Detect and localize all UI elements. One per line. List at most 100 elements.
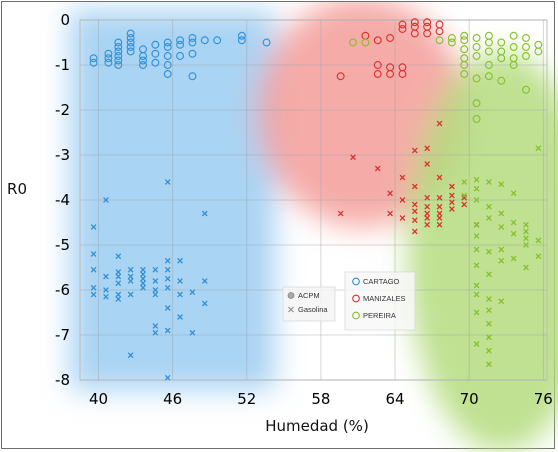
point-manizales-gasolina (436, 194, 443, 201)
point-cartago-gasolina (103, 273, 109, 280)
point-manizales-acpm (423, 29, 432, 38)
point-pereira-gasolina (523, 235, 529, 242)
point-pereira-gasolina (535, 253, 542, 260)
point-cartago-acpm (176, 40, 185, 49)
point-manizales-gasolina (411, 217, 418, 224)
point-cartago-acpm (151, 49, 160, 58)
point-pereira-gasolina (498, 257, 505, 264)
point-pereira-acpm (361, 38, 370, 47)
point-pereira-acpm (509, 43, 518, 51)
x-tick-label: 76 (534, 390, 553, 408)
point-cartago-acpm (114, 56, 123, 65)
point-cartago-gasolina (201, 210, 208, 217)
point-pereira-gasolina (486, 248, 492, 255)
point-manizales-gasolina (436, 120, 443, 127)
point-pereira-acpm (472, 52, 481, 60)
y-tick-label: 0 (60, 11, 70, 29)
point-cartago-acpm (114, 61, 123, 69)
point-pereira-acpm (497, 54, 506, 63)
point-pereira-acpm (447, 34, 456, 42)
point-cartago-gasolina (164, 266, 171, 273)
point-manizales-gasolina (449, 199, 455, 206)
point-cartago-acpm (176, 52, 185, 60)
x-tick-label: 64 (385, 390, 404, 408)
point-pereira-acpm (497, 76, 506, 85)
point-manizales-acpm (423, 18, 432, 27)
point-cartago-gasolina (152, 287, 159, 293)
point-cartago-acpm (188, 49, 197, 58)
point-cartago-gasolina (177, 314, 183, 320)
point-cartago-gasolina (164, 374, 171, 381)
point-pereira-acpm (534, 47, 543, 56)
point-cartago-acpm (188, 72, 197, 81)
point-cartago-acpm (188, 34, 197, 42)
point-manizales-gasolina (399, 197, 406, 203)
point-manizales-acpm (410, 29, 419, 38)
point-cartago-gasolina (115, 280, 122, 287)
point-cartago-acpm (114, 38, 123, 47)
point-pereira-gasolina (498, 298, 505, 305)
point-cartago-gasolina (164, 327, 171, 334)
point-pereira-gasolina (486, 320, 492, 327)
point-cartago-gasolina (152, 329, 159, 336)
legend-marker-pereira (352, 311, 360, 320)
point-pereira-gasolina (486, 347, 492, 354)
point-pereira-gasolina (461, 179, 468, 185)
legend-city: CARTAGO MANIZALES PEREIRA (344, 271, 416, 331)
point-pereira-gasolina (486, 215, 492, 221)
point-pereira-gasolina (473, 246, 480, 253)
point-cartago-gasolina (152, 323, 159, 329)
point-pereira-acpm (472, 34, 481, 42)
point-pereira-acpm (460, 70, 469, 78)
point-cartago-acpm (104, 58, 113, 67)
point-pereira-acpm (472, 99, 481, 108)
point-cartago-gasolina (177, 291, 183, 298)
point-manizales-acpm (386, 34, 395, 42)
point-pereira-acpm (484, 61, 493, 69)
point-cartago-gasolina (115, 291, 122, 298)
point-cartago-gasolina (152, 278, 159, 284)
point-manizales-acpm (435, 27, 444, 36)
point-manizales-acpm (410, 18, 419, 27)
point-cartago-acpm (114, 52, 123, 60)
point-manizales-acpm (373, 61, 382, 69)
point-pereira-acpm (460, 61, 469, 69)
y-tick-label: -4 (55, 191, 70, 209)
point-cartago-acpm (126, 38, 135, 47)
point-cartago-gasolina (90, 291, 97, 298)
point-cartago-gasolina (90, 251, 97, 257)
point-pereira-acpm (497, 38, 506, 47)
point-manizales-acpm (398, 20, 407, 29)
point-manizales-gasolina (436, 203, 443, 210)
point-cartago-gasolina (140, 275, 146, 282)
point-manizales-gasolina (424, 221, 431, 228)
point-pereira-acpm (460, 36, 469, 45)
grid-lines (80, 19, 547, 381)
legend-fuel-label: ACPM (298, 291, 320, 300)
legend-city-box (344, 271, 416, 331)
point-pereira-gasolina (510, 190, 517, 197)
point-cartago-acpm (114, 47, 123, 56)
point-cartago-acpm (139, 61, 147, 69)
point-pereira-acpm (522, 52, 530, 60)
point-cartago-acpm (139, 52, 147, 60)
y-tick-label: -7 (55, 326, 70, 344)
legend-fuel-label: Gasolina (298, 305, 328, 314)
point-cartago-acpm (188, 38, 197, 47)
point-cartago-gasolina (201, 300, 208, 307)
point-pereira-gasolina (510, 255, 517, 262)
y-tick-label: -2 (55, 101, 70, 119)
point-cartago-acpm (163, 61, 172, 69)
point-cartago-gasolina (164, 284, 171, 291)
point-cartago-gasolina (115, 269, 122, 275)
legend-marker-manizales (352, 294, 360, 303)
point-pereira-gasolina (473, 221, 480, 228)
point-manizales-gasolina (436, 210, 443, 217)
point-cartago-gasolina (90, 224, 97, 230)
x-tick-label: 40 (89, 390, 108, 408)
point-manizales-gasolina (436, 174, 443, 181)
point-pereira-acpm (472, 115, 481, 123)
x-axis-title: Humedad (%) (265, 417, 369, 435)
legend-marker-cartago (352, 277, 360, 286)
